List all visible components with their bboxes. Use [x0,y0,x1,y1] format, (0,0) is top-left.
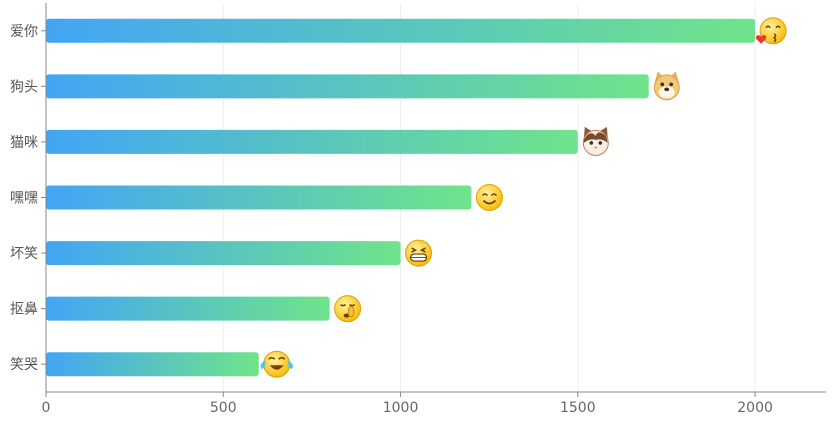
y-category-label: 嘿嘿 [10,191,38,207]
y-category-label: 爱你 [10,24,38,40]
pick-nose-emoji-icon [334,295,362,323]
x-tick-label: 500 [210,400,237,416]
bar[interactable] [46,74,649,99]
grin-emoji-icon [405,239,433,267]
y-category-label: 抠鼻 [10,301,38,318]
bar[interactable] [46,18,756,43]
x-tick-label: 1500 [560,400,596,416]
x-tick-label: 0 [42,400,51,416]
x-tick-label: 1000 [383,400,419,416]
cat-emoji-icon [582,126,609,156]
hehe-emoji-icon [475,184,503,211]
y-category-label: 笑哭 [10,357,38,373]
emoji-icons [260,17,787,378]
laugh-cry-emoji-icon [260,350,293,378]
bar[interactable] [46,129,578,154]
bar[interactable] [46,296,330,321]
y-category-label: 猫咪 [10,135,38,151]
bar[interactable] [46,352,259,377]
bar[interactable] [46,241,401,266]
kiss-heart-emoji-icon [755,17,787,45]
y-category-label: 狗头 [10,79,38,95]
x-tick-label: 2000 [737,400,773,416]
y-category-label: 坏笑 [10,246,38,262]
doge-emoji-icon [653,71,680,101]
bars [46,18,756,377]
bar[interactable] [46,185,472,210]
